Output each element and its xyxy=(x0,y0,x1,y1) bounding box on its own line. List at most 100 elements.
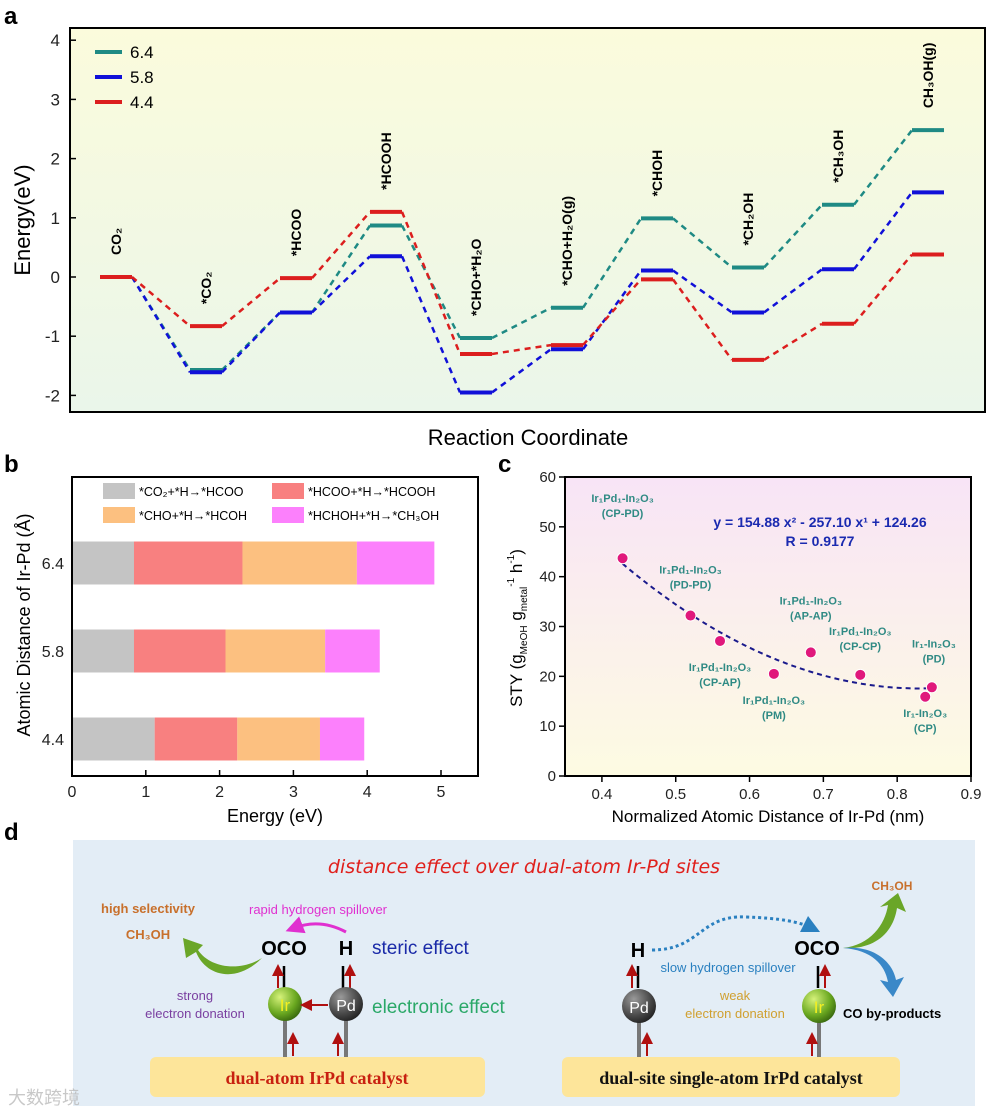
y-tick-label-a: -1 xyxy=(45,327,60,346)
weak-donation-label-2: electron donation xyxy=(685,1006,785,1021)
legend-label-a: 6.4 xyxy=(130,43,154,62)
connector-5.8 xyxy=(581,269,643,350)
y-axis-label-c: STY (gMeOH gmetal-1 h-1) xyxy=(506,549,530,707)
stacked-bar-chart: 0 1 2 3 4 5 6.4 5.8 4.4 *CO₂+*H→*HCOO *HCOO+*H→*HC… xyxy=(14,476,479,826)
connector-4.4 xyxy=(491,343,552,356)
data-point xyxy=(616,552,629,565)
ir-atom-icon xyxy=(268,987,302,1021)
legend-label-a: 4.4 xyxy=(130,93,154,112)
x-axis-label-a: Reaction Coordinate xyxy=(428,425,629,450)
x-tick-label-b: 1 xyxy=(141,784,150,801)
green-product-arrow-icon xyxy=(843,893,906,949)
point-label-name: Ir₁Pd₁-In₂O₃ xyxy=(829,626,891,638)
rapid-spillover-label: rapid hydrogen spillover xyxy=(249,902,388,917)
ir-atom-icon xyxy=(802,989,836,1023)
point-label-name: Ir₁Pd₁-In₂O₃ xyxy=(591,493,653,505)
electronic-effect-label: electronic effect xyxy=(372,997,505,1018)
y-tick-label-a: 0 xyxy=(51,268,60,287)
species-label: *CH₃OH xyxy=(830,130,846,183)
connector-4.4 xyxy=(853,253,913,325)
bar-segment-1-0 xyxy=(72,629,134,673)
y-tick-label-c: 10 xyxy=(539,718,556,735)
bar-segment-1-3 xyxy=(325,629,380,673)
right-product-label: CH₃OH xyxy=(872,879,913,893)
species-label: CH₃OH(g) xyxy=(920,43,936,109)
x-tick-label-b: 5 xyxy=(437,784,446,801)
strong-donation-label: strong xyxy=(177,988,213,1003)
x-tick-label-c: 0.6 xyxy=(739,786,760,803)
fit-r-value: R = 0.9177 xyxy=(786,533,855,549)
data-point xyxy=(714,634,727,647)
point-label-name: Ir₁-In₂O₃ xyxy=(903,708,947,720)
data-point xyxy=(925,681,938,694)
x-axis-label-b: Energy (eV) xyxy=(227,806,323,826)
connector-6.4 xyxy=(491,306,552,340)
x-tick-label-b: 3 xyxy=(289,784,298,801)
dual-atom-catalyst-box xyxy=(150,1057,485,1097)
x-tick-label-b: 4 xyxy=(363,784,372,801)
fit-equation: y = 154.88 x² - 257.10 x¹ + 124.26 xyxy=(713,514,926,530)
y-tick-label-c: 0 xyxy=(548,768,556,785)
mechanism-diagram: distance effect over dual-atom Ir-Pd sit… xyxy=(73,840,975,1106)
legend-swatch-b xyxy=(272,507,304,523)
pd-atom-label: Pd xyxy=(336,998,356,1015)
slow-spillover-label: slow hydrogen spillover xyxy=(660,960,796,975)
data-point xyxy=(854,668,867,681)
bar-segment-2-0 xyxy=(72,717,155,761)
plot-frame-a xyxy=(69,27,986,413)
steric-effect-label: steric effect xyxy=(372,938,470,959)
y-axis-label-a: Energy(eV) xyxy=(10,164,35,275)
connector-6.4 xyxy=(853,129,913,206)
x-tick-label-c: 0.8 xyxy=(887,786,908,803)
legend-swatch-b xyxy=(103,483,135,499)
left-product-label: CH₃OH xyxy=(126,927,170,942)
legend-label-a: 5.8 xyxy=(130,68,154,87)
panel-label-c: c xyxy=(498,451,511,478)
left-oco-label: OCO xyxy=(261,938,307,960)
data-point xyxy=(767,667,780,680)
point-label-name: Ir₁Pd₁-In₂O₃ xyxy=(743,695,805,707)
scatter-chart: 0.4 0.5 0.6 0.7 0.8 0.9 0 10 20 30 40 50 60 Ir₁Pd₁-In… xyxy=(506,469,981,826)
legend-label-b: *CO₂+*H→*HCOO xyxy=(139,485,244,499)
point-label-name: Ir₁Pd₁-In₂O₃ xyxy=(780,595,842,607)
point-label-tag: (PD) xyxy=(923,653,946,665)
species-label: *HCOO xyxy=(288,209,304,257)
byproduct-label: CO by-products xyxy=(843,1006,941,1021)
diagram-title: distance effect over dual-atom Ir-Pd sit… xyxy=(328,856,720,878)
ir-atom-label: Ir xyxy=(280,996,291,1015)
pd-atom-label: Pd xyxy=(629,1000,649,1017)
x-tick-label-c: 0.9 xyxy=(961,786,982,803)
bar-segment-0-3 xyxy=(356,541,435,585)
pd-atom-icon xyxy=(329,987,363,1021)
bar-segment-1-2 xyxy=(225,629,326,673)
single-atom-catalyst-box xyxy=(562,1057,900,1097)
y-tick-label-b: 5.8 xyxy=(42,644,64,661)
point-label-tag: (AP-AP) xyxy=(790,610,832,622)
connector-5.8 xyxy=(672,269,733,314)
connector-5.8 xyxy=(400,255,462,393)
data-point xyxy=(684,609,697,622)
right-oco-label: OCO xyxy=(794,938,840,960)
connector-5.8 xyxy=(130,276,192,373)
connector-4.4 xyxy=(582,278,642,346)
connector-5.8 xyxy=(311,255,371,314)
connector-5.8 xyxy=(763,268,823,314)
energy-profile-chart: -2 -1 0 1 2 3 4 6.4 5.8 4.4 CO₂ *CO₂ *HCOO *HCOOH *CHO… xyxy=(10,27,986,450)
data-point xyxy=(804,646,817,659)
plot-frame-c xyxy=(564,476,972,777)
data-point xyxy=(919,690,932,703)
y-tick-label-a: 1 xyxy=(51,209,60,228)
ir-atom-label: Ir xyxy=(814,998,825,1017)
x-axis-label-c: Normalized Atomic Distance of Ir-Pd (nm) xyxy=(612,807,925,826)
rapid-spillover-arrow-icon xyxy=(285,916,347,934)
plot-frame-b xyxy=(71,476,479,777)
y-tick-label-c: 30 xyxy=(539,619,556,636)
y-axis-label-b: Atomic Distance of Ir-Pd (Å) xyxy=(14,513,34,736)
species-label: *CH₂OH xyxy=(740,193,756,246)
point-label-tag: (CP-AP) xyxy=(699,677,741,689)
connector-6.4 xyxy=(672,217,733,269)
point-label-name: Ir₁Pd₁-In₂O₃ xyxy=(689,662,751,674)
high-selectivity-label: high selectivity xyxy=(101,901,196,916)
dual-atom-catalyst-label: dual-atom IrPd catalyst xyxy=(226,1068,409,1088)
